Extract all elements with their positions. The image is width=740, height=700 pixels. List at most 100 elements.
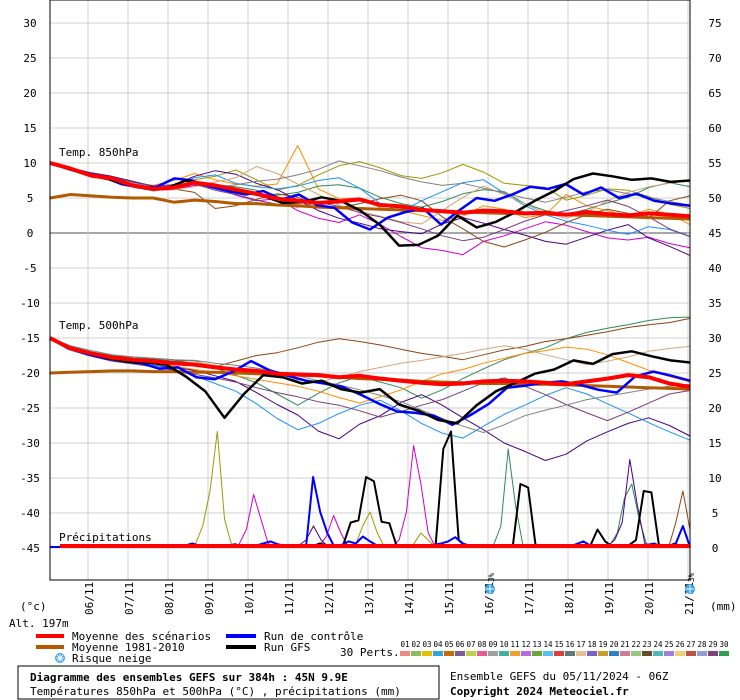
right-tick-label: 40 [708, 262, 721, 275]
panel-label-precip: Précipitations [59, 531, 152, 544]
perturbation-swatch [510, 651, 520, 656]
footer-run: Ensemble GEFS du 05/11/2024 - 06Z [450, 670, 669, 683]
perturbation-swatch [477, 651, 487, 656]
perturbation-number: 22 [631, 640, 640, 649]
left-tick-label: -5 [23, 262, 36, 275]
snow-markers: 3% 3% [485, 572, 696, 594]
perturbation-number: 18 [587, 640, 597, 649]
t500-control-line [49, 336, 691, 427]
date-label: 06/11 [83, 582, 96, 615]
perturbation-swatch [598, 651, 608, 656]
legend-snow: Risque neige [72, 652, 151, 665]
date-labels: 06/11 07/11 08/11 09/11 10/11 11/11 12/11 13/11… [83, 582, 696, 615]
footer-title: Diagramme des ensembles GEFS sur 384h : … [30, 671, 348, 684]
date-label: 13/11 [363, 582, 376, 615]
perturbation-swatch [422, 651, 432, 656]
perturbation-number: 07 [466, 640, 475, 649]
left-tick-label: -20 [20, 367, 40, 380]
footer-copyright: Copyright 2024 Meteociel.fr [450, 685, 629, 698]
right-tick-label: 65 [708, 87, 721, 100]
t850-mean-line [49, 161, 691, 219]
right-tick-label: 70 [708, 52, 721, 65]
date-label: 14/11 [403, 582, 416, 615]
perturbation-number: 16 [565, 640, 575, 649]
footer-box [17, 665, 440, 700]
perturbation-swatch [543, 651, 553, 656]
left-tick-label: 30 [23, 17, 36, 30]
right-tick-label: 45 [708, 227, 721, 240]
perturbation-number: 17 [576, 640, 585, 649]
perturbation-number: 11 [510, 640, 519, 649]
main-lines [49, 161, 691, 548]
perturbation-number: 28 [697, 640, 707, 649]
right-tick-label: 35 [708, 297, 721, 310]
date-label: 15/11 [443, 582, 456, 615]
legend-clim: Moyenne 1981-2010 [72, 641, 185, 654]
perturbation-number: 04 [433, 640, 443, 649]
perturbation-swatch [400, 651, 410, 656]
perturbation-swatch [587, 651, 597, 656]
perturbation-swatch [708, 651, 718, 656]
perturbation-number: 14 [543, 640, 553, 649]
perturbation-swatch [554, 651, 564, 656]
legend-gfs: Run GFS [264, 641, 310, 654]
left-tick-label: 10 [23, 157, 36, 170]
perturbation-swatch [719, 651, 729, 656]
left-tick-label: 15 [23, 122, 36, 135]
perturbation-swatch [664, 651, 674, 656]
t500-mean-line [49, 336, 691, 389]
perturbation-swatch [411, 651, 421, 656]
perturbation-number: 29 [708, 640, 717, 649]
legend-perts-label: 30 Perts. [340, 646, 400, 659]
left-tick-label: -45 [20, 542, 40, 555]
perturbation-swatch [620, 651, 630, 656]
date-label: 12/11 [323, 582, 336, 615]
legend-mean: Moyenne des scénarios [72, 630, 211, 643]
date-label: 20/11 [643, 582, 656, 615]
snowflake-icon [485, 584, 495, 594]
perturbation-swatch [565, 651, 575, 656]
altitude-label: Alt. 197m [9, 617, 69, 630]
perturbation-legend: 01 02 03 04 05 06 07 08 09 10 11 12 13 14 15 16 17 18 19 20… [400, 640, 729, 656]
left-tick-label: -35 [20, 472, 40, 485]
left-tick-label: 0 [27, 227, 34, 240]
date-label: 09/11 [203, 582, 216, 615]
right-tick-label: 10 [708, 472, 721, 485]
perturbation-number: 15 [554, 640, 563, 649]
left-tick-label: 25 [23, 52, 36, 65]
perturbation-number: 08 [477, 640, 487, 649]
perturbation-number: 06 [455, 640, 465, 649]
left-tick-label: -10 [20, 297, 40, 310]
perturbation-number: 02 [411, 640, 420, 649]
right-tick-label: 75 [708, 17, 721, 30]
panel-label-t850: Temp. 850hPa [59, 146, 138, 159]
date-label: 19/11 [603, 582, 616, 615]
perturbation-number: 12 [521, 640, 530, 649]
right-tick-label: 50 [708, 192, 721, 205]
perturbation-swatch [642, 651, 652, 656]
perturbation-swatch [609, 651, 619, 656]
right-tick-label: 20 [708, 402, 721, 415]
precip-gfs-line [50, 430, 690, 548]
perturbation-number: 05 [444, 640, 453, 649]
snow-risk-label: 3% [487, 572, 496, 582]
t500-perturbation-line [49, 337, 691, 441]
perturbation-lines [49, 145, 691, 548]
right-tick-label: 55 [708, 157, 721, 170]
right-tick-label: 60 [708, 122, 721, 135]
legend-control: Run de contrôle [264, 630, 363, 643]
date-label: 11/11 [283, 582, 296, 615]
perturbation-number: 26 [675, 640, 685, 649]
grid [50, 0, 690, 580]
perturbation-swatch [521, 651, 531, 656]
perturbation-swatch [653, 651, 663, 656]
t500-gfs-line [49, 336, 691, 425]
left-tick-label: 20 [23, 87, 36, 100]
perturbation-swatch [444, 651, 454, 656]
perturbation-number: 10 [499, 640, 509, 649]
t850-climatology-line [49, 193, 691, 221]
perturbation-number: 25 [664, 640, 673, 649]
t500-perturbation-line [49, 337, 691, 433]
perturbation-number: 19 [598, 640, 607, 649]
